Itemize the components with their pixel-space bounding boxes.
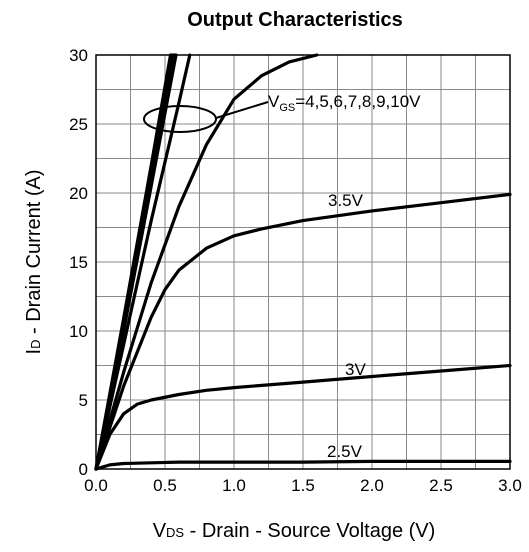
x-tick-label: 1.5	[291, 476, 315, 495]
label-3v: 3V	[345, 360, 366, 379]
label-3-5v: 3.5V	[328, 191, 364, 210]
chart-title: Output Characteristics	[187, 9, 403, 31]
plot-frame	[95, 54, 511, 470]
series-line-vgs-3v	[94, 363, 512, 471]
x-tick-label: 3.0	[498, 476, 522, 495]
series-line-vgs-3-5v	[94, 192, 512, 471]
x-tick-label: 0.5	[153, 476, 177, 495]
y-axis-label: ID - Drain Current (A)	[23, 170, 45, 355]
series-line-vgs-2-5v	[94, 459, 512, 471]
series-line-vgs-5v	[94, 53, 192, 471]
y-tick-label: 20	[69, 184, 88, 203]
y-tick-label: 5	[79, 391, 88, 410]
series-lines	[94, 53, 512, 471]
y-tick-label: 0	[79, 460, 88, 479]
x-tick-label: 2.0	[360, 476, 384, 495]
y-tick-label: 15	[69, 253, 88, 272]
y-tick-labels: 0 5 10 15 20 25 30	[69, 46, 88, 479]
x-axis-label: VDS - Drain - Source Voltage (V)	[153, 520, 436, 542]
series-line-vgs-10v	[94, 53, 173, 471]
label-2-5v: 2.5V	[327, 442, 363, 461]
vgs-annotation: VGS=4,5,6,7,8,9,10V	[268, 92, 421, 114]
x-tick-label: 2.5	[429, 476, 453, 495]
y-tick-label: 10	[69, 322, 88, 341]
x-tick-labels: 0.0 0.5 1.0 1.5 2.0 2.5 3.0	[84, 476, 522, 495]
x-tick-label: 0.0	[84, 476, 108, 495]
y-tick-label: 30	[69, 46, 88, 65]
x-tick-label: 1.0	[222, 476, 246, 495]
vgs-group-ellipse	[143, 105, 217, 133]
y-tick-label: 25	[69, 115, 88, 134]
series-line-vgs-4v	[94, 53, 319, 471]
vgs-leader-line	[215, 101, 269, 119]
